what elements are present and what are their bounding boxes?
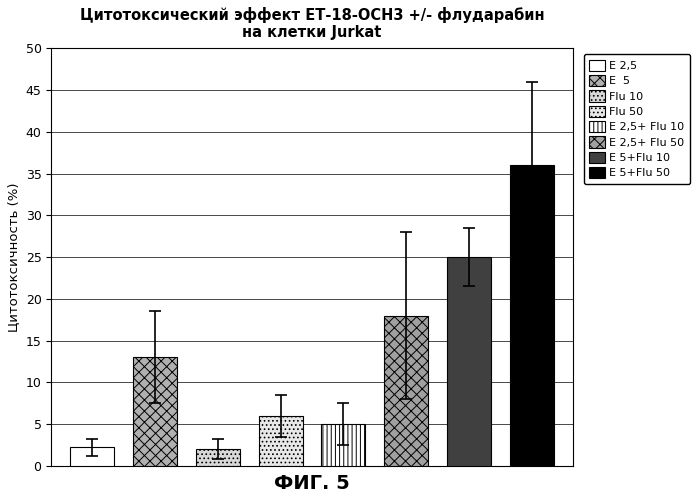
Bar xyxy=(133,357,177,466)
Bar xyxy=(510,166,554,466)
Bar xyxy=(447,257,491,466)
Bar xyxy=(259,416,302,466)
Legend: E 2,5, E  5, Flu 10, Flu 50, E 2,5+ Flu 10, E 2,5+ Flu 50, E 5+Flu 10, E 5+Flu 5: E 2,5, E 5, Flu 10, Flu 50, E 2,5+ Flu 1… xyxy=(583,54,690,184)
Bar xyxy=(196,449,240,466)
Y-axis label: Цитотоксичность (%): Цитотоксичность (%) xyxy=(7,182,20,332)
Bar xyxy=(70,448,114,466)
Bar xyxy=(384,316,429,466)
Bar xyxy=(321,424,365,466)
Title: Цитотоксический эффект ЕТ-18-ОСН3 +/- флударабин
на клетки Jurkat: Цитотоксический эффект ЕТ-18-ОСН3 +/- фл… xyxy=(79,7,544,40)
X-axis label: ФИГ. 5: ФИГ. 5 xyxy=(274,474,350,493)
